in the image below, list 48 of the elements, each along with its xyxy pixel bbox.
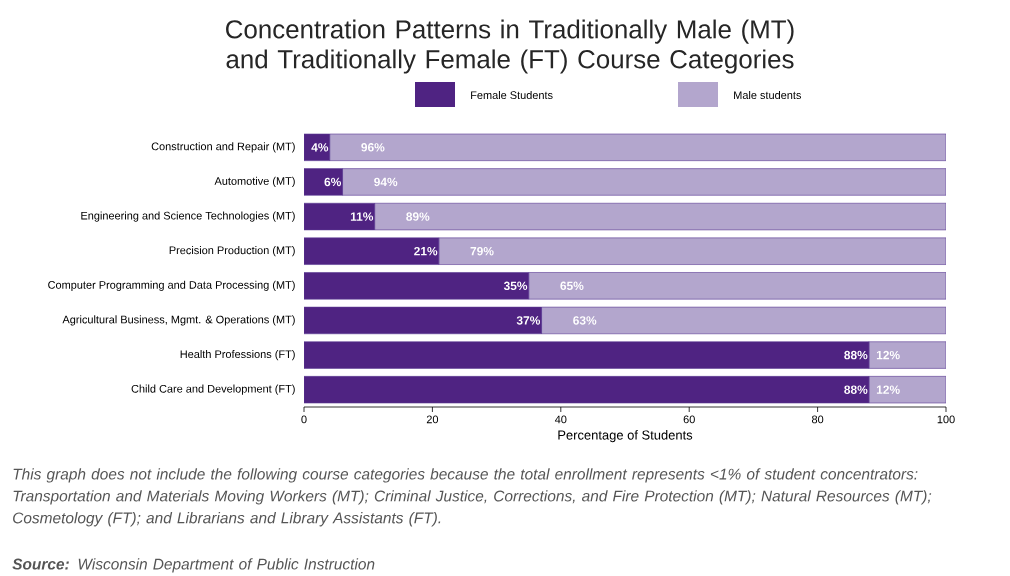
y-tick-label: Construction and Repair (MT) <box>151 142 295 153</box>
data-label: 35% <box>503 281 528 291</box>
bar <box>528 272 947 300</box>
data-label: 11% <box>350 212 374 221</box>
bar <box>329 133 947 161</box>
legend-label: Female Students <box>471 90 553 100</box>
legend-label: Male students <box>734 90 802 100</box>
data-label: 65% <box>560 281 584 291</box>
bar <box>342 168 947 196</box>
data-label: 88% <box>844 350 868 360</box>
bar <box>868 341 947 369</box>
data-label: 12% <box>876 385 900 394</box>
bar <box>304 237 440 265</box>
x-tick-label: 20 <box>426 415 439 424</box>
bar <box>304 272 529 300</box>
x-tick-label: 40 <box>554 415 567 424</box>
x-tick-label: 0 <box>301 415 307 424</box>
x-tick-label: 80 <box>811 415 824 424</box>
y-tick-label: Computer Programming and Data Processing (MT) <box>48 280 295 291</box>
bar <box>438 237 947 265</box>
y-tick-label: Engineering and Science Technologies (MT) <box>81 211 295 222</box>
bar <box>374 202 947 231</box>
data-label: 6% <box>324 177 342 187</box>
data-label: 88% <box>844 385 868 394</box>
bar <box>304 341 870 369</box>
data-label: 79% <box>470 246 494 256</box>
data-label: 4% <box>311 143 329 152</box>
data-label: 89% <box>406 212 430 221</box>
x-tick-label: 100 <box>937 415 955 424</box>
chart-title: Concentration Patterns in Traditionally Male (MT) and Traditionally Female (FT) Course Categories <box>226 19 794 74</box>
data-label: 37% <box>516 316 541 325</box>
y-tick-label: Child Care and Development (FT) <box>131 384 295 395</box>
y-tick-label: Automotive (MT) <box>214 176 295 188</box>
x-axis-title: Percentage of Students <box>558 430 693 443</box>
y-tick-label: Agricultural Business, Mgmt. & Operations (MT) <box>62 315 295 326</box>
text: This graph does not include the following course categories because the total enrollment represents <1% of student concentrators: Transportation and Materials Moving Workers (MT); Criminal Justice, Corrections, and Fire Protection (MT); Natural Resources (MT); Cosmetology (FT); and Librarians and Library Assistants (FT). <box>13 468 932 527</box>
text: Source: Wisconsin Department of Public Instruction <box>12 558 375 573</box>
data-label: 96% <box>361 143 385 152</box>
data-label: 94% <box>374 177 398 187</box>
y-tick-label: Health Professions (FT) <box>180 349 295 361</box>
data-label: 63% <box>573 316 597 325</box>
x-tick-label: 60 <box>683 415 695 424</box>
y-tick-label: Precision Production (MT) <box>169 246 295 257</box>
data-label: 21% <box>414 246 438 256</box>
data-label: 12% <box>876 350 900 360</box>
bar <box>304 376 870 404</box>
bar <box>304 306 542 335</box>
bar <box>541 306 947 335</box>
